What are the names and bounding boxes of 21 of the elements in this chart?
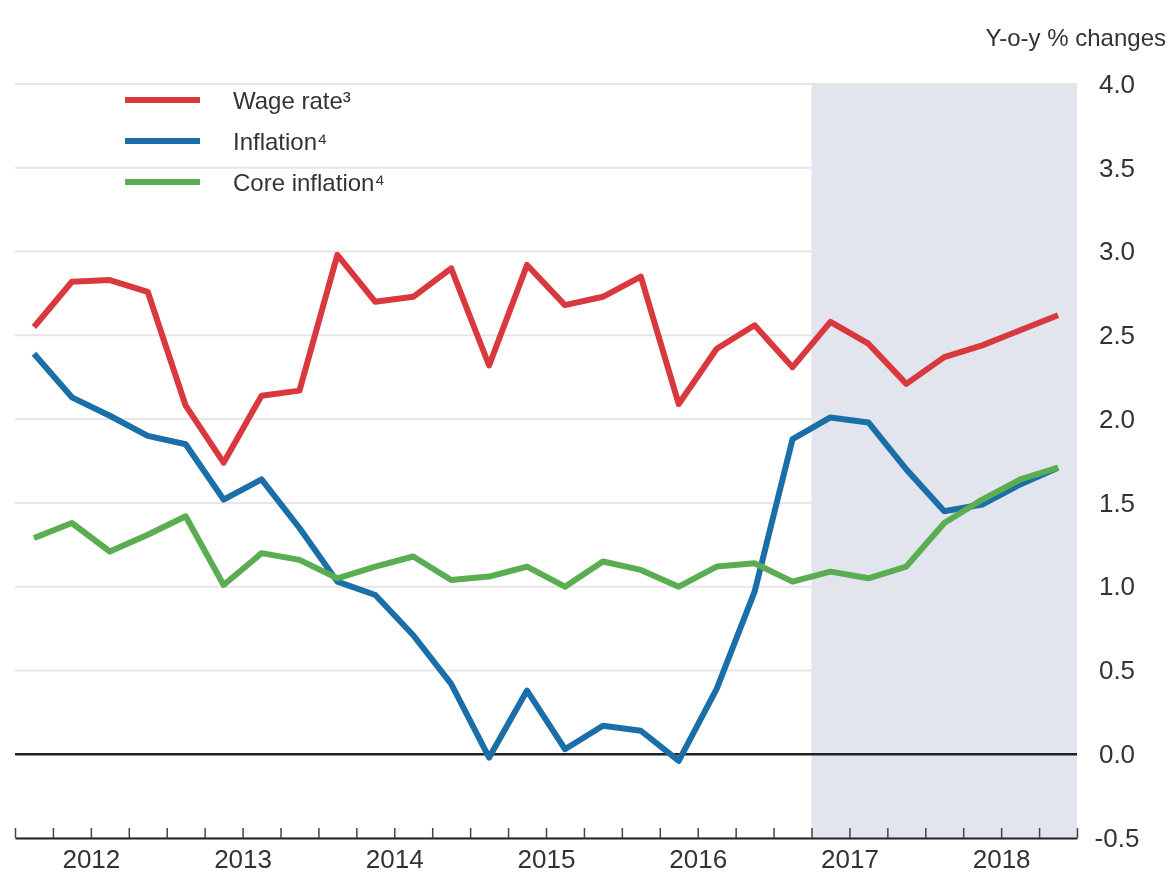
x-tick-label: 2018: [972, 844, 1031, 875]
legend-label: Wage rate³: [233, 87, 351, 114]
y-tick-label: -0.5: [1094, 822, 1140, 853]
y-tick-label: 0.0: [1098, 739, 1136, 770]
y-axis-title: Y-o-y % changes: [985, 24, 1166, 51]
y-tick-label: 0.5: [1098, 655, 1136, 686]
x-tick-label: 2016: [669, 844, 728, 875]
y-tick-label: 3.5: [1098, 152, 1136, 183]
x-tick-label: 2012: [62, 844, 121, 875]
x-tick-label: 2017: [821, 844, 879, 875]
y-tick-label: 3.0: [1098, 236, 1136, 267]
legend-label: Inflation⁴: [233, 128, 328, 155]
y-tick-label: 2.0: [1098, 403, 1136, 434]
y-tick-label: 2.5: [1098, 320, 1136, 351]
x-tick-label: 2014: [365, 844, 424, 875]
x-tick-label: 2013: [214, 844, 272, 875]
legend-label: Core inflation⁴: [233, 169, 385, 196]
y-tick-label: 4.0: [1098, 68, 1136, 99]
x-tick-label: 2015: [517, 844, 576, 875]
y-tick-label: 1.0: [1098, 571, 1136, 602]
y-tick-label: 1.5: [1098, 487, 1136, 518]
